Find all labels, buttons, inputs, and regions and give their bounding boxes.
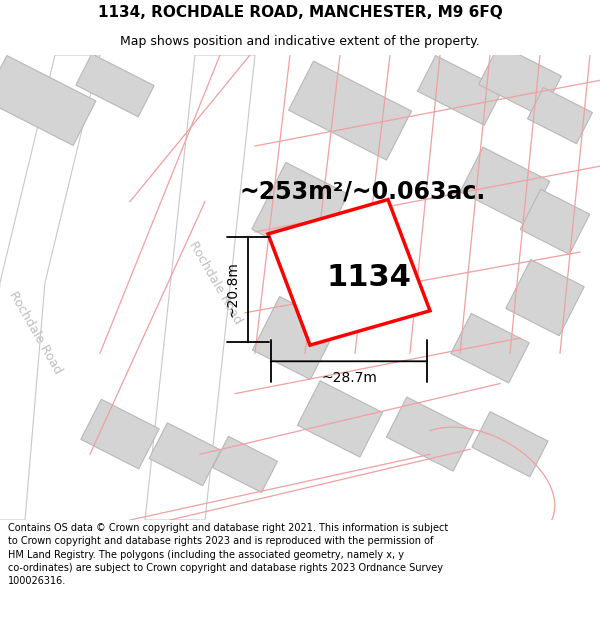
Polygon shape	[81, 399, 159, 469]
Polygon shape	[289, 61, 412, 160]
Text: Contains OS data © Crown copyright and database right 2021. This information is : Contains OS data © Crown copyright and d…	[8, 523, 448, 586]
Text: ~28.7m: ~28.7m	[321, 371, 377, 385]
Polygon shape	[0, 56, 96, 146]
Text: ~20.8m: ~20.8m	[226, 262, 240, 318]
Polygon shape	[460, 147, 550, 226]
Polygon shape	[298, 381, 383, 457]
Polygon shape	[506, 259, 584, 336]
Polygon shape	[212, 436, 277, 492]
Polygon shape	[418, 56, 502, 125]
Polygon shape	[451, 313, 529, 383]
Polygon shape	[149, 423, 221, 486]
Polygon shape	[0, 55, 100, 520]
Text: 1134: 1134	[326, 263, 412, 292]
Text: Map shows position and indicative extent of the property.: Map shows position and indicative extent…	[120, 35, 480, 48]
Polygon shape	[252, 162, 348, 261]
Text: 1134, ROCHDALE ROAD, MANCHESTER, M9 6FQ: 1134, ROCHDALE ROAD, MANCHESTER, M9 6FQ	[98, 4, 502, 19]
Polygon shape	[386, 397, 473, 471]
Polygon shape	[527, 88, 592, 144]
Polygon shape	[253, 296, 338, 379]
Text: ~253m²/~0.063ac.: ~253m²/~0.063ac.	[240, 179, 486, 204]
Text: Rochdale Road: Rochdale Road	[186, 239, 244, 326]
Polygon shape	[145, 55, 255, 520]
Text: Rochdale Road: Rochdale Road	[6, 289, 64, 377]
Polygon shape	[520, 189, 590, 254]
Polygon shape	[268, 199, 430, 345]
Polygon shape	[472, 412, 548, 477]
Polygon shape	[479, 44, 562, 116]
Polygon shape	[76, 54, 154, 117]
